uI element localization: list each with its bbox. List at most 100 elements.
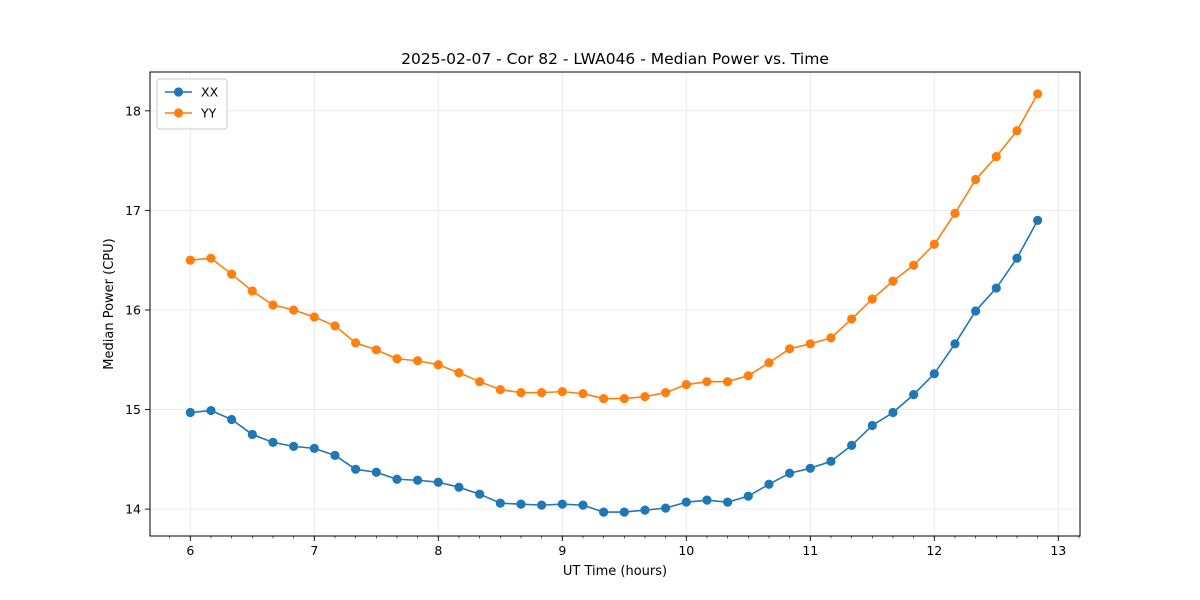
legend: XX YY: [156, 78, 228, 130]
y-tick-label: 14: [125, 502, 141, 517]
data-point-xx: [351, 464, 361, 474]
legend-label: XX: [201, 85, 219, 100]
plot-frame: [149, 71, 1081, 537]
data-point-yy: [371, 345, 381, 355]
x-axis-label: UT Time (hours): [563, 564, 667, 579]
data-point-xx: [888, 407, 898, 418]
x-tick-label: 7: [310, 543, 318, 558]
data-point-xx: [289, 441, 299, 451]
data-point-xx: [971, 306, 981, 316]
data-point-yy: [950, 208, 960, 218]
data-point-xx: [557, 499, 567, 509]
data-point-yy: [826, 333, 836, 343]
data-point-xx: [475, 489, 485, 499]
data-point-yy: [723, 377, 733, 387]
x-tick-label: 12: [926, 543, 942, 558]
data-point-xx: [785, 468, 795, 478]
data-point-xx: [702, 495, 712, 505]
data-point-xx: [371, 467, 381, 477]
data-point-xx: [392, 474, 402, 484]
data-point-yy: [495, 385, 505, 395]
data-point-xx: [516, 499, 526, 509]
data-point-yy: [557, 387, 567, 397]
data-point-yy: [578, 389, 588, 399]
data-point-yy: [971, 174, 981, 185]
data-point-yy: [599, 393, 609, 404]
data-point-yy: [764, 358, 774, 368]
data-point-yy: [537, 388, 547, 398]
legend-marker: [173, 87, 184, 97]
data-point-yy: [516, 388, 526, 398]
y-tick-label: 16: [125, 302, 141, 317]
data-point-xx: [247, 429, 257, 440]
y-tick-label: 17: [125, 203, 141, 218]
series-yy: [185, 89, 1043, 404]
data-point-xx: [619, 507, 629, 517]
data-point-yy: [909, 260, 919, 270]
data-point-xx: [268, 437, 278, 448]
data-point-xx: [413, 475, 423, 485]
data-point-xx: [743, 491, 753, 501]
data-point-xx: [454, 482, 464, 492]
data-point-xx: [537, 500, 547, 510]
data-point-yy: [309, 312, 319, 322]
x-tick-label: 11: [802, 543, 818, 558]
data-point-xx: [309, 443, 319, 453]
data-point-yy: [268, 300, 278, 310]
data-point-xx: [206, 405, 216, 416]
data-point-yy: [867, 294, 877, 304]
data-point-yy: [661, 388, 671, 398]
data-point-yy: [929, 239, 939, 249]
y-tick-label: 15: [125, 402, 141, 417]
data-point-xx: [433, 477, 443, 487]
data-point-xx: [495, 498, 505, 508]
data-point-yy: [681, 380, 691, 390]
data-point-xx: [681, 497, 691, 507]
data-point-xx: [909, 390, 919, 400]
data-point-yy: [330, 321, 340, 331]
data-point-xx: [330, 450, 340, 460]
series-xx: [185, 215, 1043, 517]
data-point-xx: [227, 414, 237, 425]
data-point-yy: [1033, 89, 1043, 99]
data-point-xx: [640, 505, 650, 515]
data-point-xx: [867, 420, 877, 431]
x-tick-label: 8: [434, 543, 442, 558]
data-point-xx: [847, 440, 857, 450]
data-point-yy: [433, 360, 443, 370]
x-tick-label: 13: [1050, 543, 1066, 558]
data-point-yy: [702, 377, 712, 387]
data-point-xx: [929, 369, 939, 379]
series-layer: [185, 89, 1043, 517]
data-point-yy: [289, 305, 299, 315]
data-point-yy: [206, 253, 216, 263]
data-point-xx: [1012, 253, 1022, 263]
data-point-xx: [578, 500, 588, 510]
axes: 6 7 8 9 10 11 12 13 14 15 16 17 18: [125, 103, 1080, 558]
data-point-yy: [227, 269, 237, 279]
data-point-yy: [785, 344, 795, 354]
data-point-yy: [185, 255, 195, 265]
x-tick-label: 10: [678, 543, 694, 558]
data-point-yy: [247, 286, 257, 296]
data-point-xx: [661, 503, 671, 513]
data-point-yy: [1012, 126, 1022, 136]
data-point-xx: [805, 463, 815, 473]
data-point-yy: [413, 356, 423, 366]
grid: [150, 72, 1080, 536]
data-point-xx: [723, 497, 733, 507]
data-point-yy: [392, 354, 402, 364]
data-point-xx: [764, 479, 774, 489]
data-point-xx: [1033, 215, 1043, 225]
data-point-yy: [475, 377, 485, 387]
data-point-xx: [826, 456, 836, 466]
x-tick-label: 6: [186, 543, 194, 558]
data-point-xx: [991, 283, 1001, 293]
data-point-yy: [351, 338, 361, 348]
data-point-yy: [888, 276, 898, 286]
x-tick-label: 9: [558, 543, 566, 558]
legend-label: YY: [200, 106, 217, 121]
data-point-yy: [847, 314, 857, 324]
data-point-xx: [950, 339, 960, 349]
